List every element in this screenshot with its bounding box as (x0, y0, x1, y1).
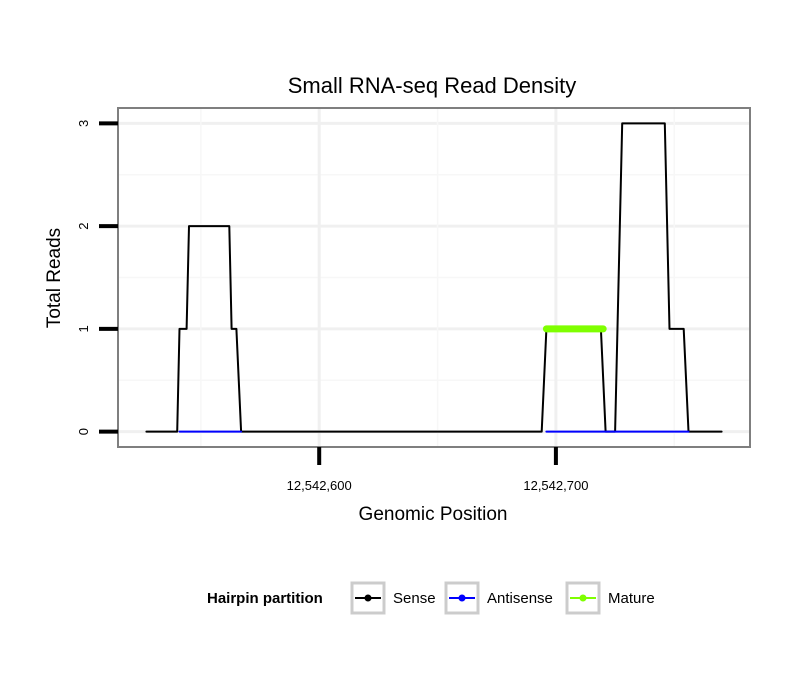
legend: Hairpin partition Sense Antisense Mature (207, 581, 655, 615)
x-axis-label: Genomic Position (359, 504, 508, 525)
legend-title: Hairpin partition (207, 590, 323, 607)
plot-frame (117, 107, 751, 448)
y-tick-label: 2 (76, 222, 91, 229)
x-tick-label: 12,542,700 (523, 478, 588, 493)
legend-key-point (579, 594, 587, 602)
legend-key-point (364, 594, 372, 602)
data-series (145, 122, 723, 433)
y-axis-label: Total Reads (44, 228, 65, 328)
y-tick-label: 3 (76, 120, 91, 127)
x-axis: 12,542,600 12,542,700 (287, 447, 588, 493)
legend-label: Sense (393, 590, 436, 607)
y-axis: 0 1 2 3 (76, 120, 118, 435)
x-tick-label: 12,542,600 (287, 478, 352, 493)
legend-label: Mature (608, 590, 655, 607)
y-tick-label: 1 (76, 325, 91, 332)
legend-label: Antisense (487, 590, 553, 607)
y-tick-label: 0 (76, 428, 91, 435)
legend-key-point (458, 594, 466, 602)
legend-item-sense: Sense (350, 581, 436, 615)
chart-title: Small RNA-seq Read Density (288, 73, 577, 98)
legend-item-mature: Mature (565, 581, 655, 615)
legend-item-antisense: Antisense (444, 581, 553, 615)
